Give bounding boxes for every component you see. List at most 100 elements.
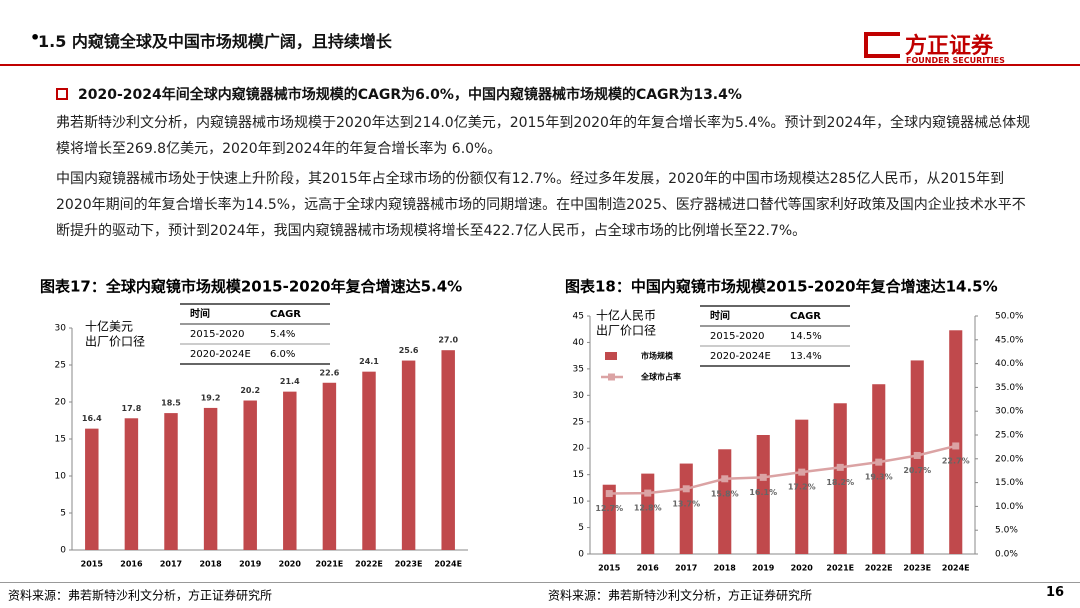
table-cell: 2015-2020 (710, 331, 765, 342)
x-tick-label: 2024E (434, 560, 462, 569)
y-tick-label: 40 (573, 338, 585, 348)
y-tick-label: 35 (573, 364, 584, 374)
source: 资料来源：弗若斯特沙利文分析，方正证券研究所 (8, 588, 272, 603)
y-tick-label: 15 (55, 435, 66, 445)
x-tick-label: 2020 (791, 564, 814, 573)
line (609, 444, 957, 495)
y2-tick-label: 30.0% (995, 407, 1024, 417)
x-tick-label: 2024E (942, 564, 970, 573)
bar (203, 407, 218, 550)
bar (85, 428, 99, 550)
y-tick-label: 20 (55, 398, 67, 408)
table-header: CAGR (270, 309, 301, 320)
data-label: 18.2% (826, 478, 854, 487)
y-tick-label: 25 (573, 417, 584, 427)
y-tick-label: 20 (573, 444, 585, 454)
source: 资料来源：弗若斯特沙利文分析，方正证券研究所 (548, 588, 812, 603)
marker (759, 473, 767, 481)
x-tick-label: 2023E (395, 560, 423, 569)
data-label: 22.6 (320, 368, 340, 377)
x-tick-label: 2015 (81, 560, 104, 569)
y-tick-label: 0 (578, 550, 584, 560)
bar (833, 403, 847, 554)
logo-text-en: FOUNDER SECURITIES (906, 56, 1005, 65)
table-cell: 6.0% (270, 349, 295, 360)
chart-title: 图表18：中国内窥镜市场规模2015-2020年复合增速达14.5% (565, 278, 998, 296)
y-tick-label: 30 (55, 324, 67, 334)
data-label: 17.8 (122, 404, 142, 413)
footer-rule (0, 582, 1080, 583)
bar (401, 360, 416, 550)
y-tick-label: 15 (573, 470, 584, 480)
bar (124, 418, 139, 550)
x-tick-label: 2020 (279, 560, 302, 569)
bar (756, 435, 770, 554)
x-tick-label: 2015 (598, 564, 621, 573)
y2-tick-label: 0.0% (995, 550, 1018, 560)
header-rule (0, 64, 1080, 66)
y2-tick-label: 25.0% (995, 431, 1024, 441)
marker (721, 475, 729, 483)
y-axis-label: 十亿美元 (85, 319, 133, 334)
y2-tick-label: 10.0% (995, 502, 1024, 512)
y-tick-label: 10 (55, 472, 67, 482)
y2-tick-label: 15.0% (995, 478, 1024, 488)
bar (283, 391, 297, 550)
table-header: 时间 (710, 309, 730, 322)
bar (872, 384, 886, 554)
y-axis-label: 出厂价口径 (85, 335, 145, 349)
data-label: 13.7% (672, 499, 700, 508)
x-tick-label: 2018 (714, 564, 737, 573)
data-label: 19.2 (201, 393, 221, 402)
bar (441, 350, 455, 550)
y-axis-label: 十亿人民币 (596, 308, 656, 323)
marker (605, 490, 613, 498)
x-tick-label: 2019 (239, 560, 262, 569)
data-label: 20.2 (240, 386, 260, 395)
bar (164, 413, 178, 550)
bar (362, 371, 376, 550)
logo-text: 方正证券 (905, 34, 994, 59)
data-label: 19.3% (865, 473, 893, 482)
data-label: 21.4 (280, 377, 300, 386)
x-tick-label: 2017 (160, 560, 182, 569)
y-tick-label: 10 (573, 497, 585, 507)
data-label: 22.7% (942, 456, 970, 465)
y-tick-label: 45 (573, 312, 584, 322)
table-cell: 13.4% (790, 351, 822, 362)
x-tick-label: 2016 (120, 560, 143, 569)
y-tick-label: 30 (573, 391, 585, 401)
x-tick-label: 2022E (355, 560, 383, 569)
data-label: 12.7% (595, 504, 623, 513)
y2-tick-label: 45.0% (995, 335, 1024, 345)
table-header: CAGR (790, 311, 821, 322)
y2-tick-label: 50.0% (995, 312, 1024, 322)
data-label: 27.0 (438, 336, 458, 345)
logo-mark (864, 32, 900, 58)
table-cell: 5.4% (270, 329, 295, 340)
data-label: 18.5 (161, 399, 181, 408)
bar (795, 419, 809, 554)
legend-swatch (605, 352, 617, 360)
chart-title: 图表17：全球内窥镜市场规模2015-2020年复合增速达5.4% (40, 278, 462, 296)
data-label: 15.8% (711, 489, 739, 498)
bar (718, 449, 732, 554)
y-tick-label: 5 (60, 509, 66, 519)
data-label: 17.2% (788, 483, 816, 492)
y2-tick-label: 5.0% (995, 526, 1018, 536)
x-tick-label: 2016 (637, 564, 660, 573)
x-tick-label: 2019 (752, 564, 775, 573)
data-label: 16.1% (749, 488, 777, 497)
bar (641, 473, 655, 554)
table-cell: 2020-2024E (190, 349, 251, 360)
marker (836, 463, 844, 471)
data-label: 16.4 (82, 414, 102, 423)
marker (913, 451, 921, 459)
bullet: • (30, 28, 41, 47)
heading: 2020-2024年间全球内窥镜器械市场规模的CAGR为6.0%，中国内窥镜器械… (78, 87, 742, 103)
table-cell: 14.5% (790, 331, 822, 342)
marker (682, 485, 690, 493)
x-tick-label: 2021E (826, 564, 854, 573)
x-tick-label: 2023E (903, 564, 931, 573)
